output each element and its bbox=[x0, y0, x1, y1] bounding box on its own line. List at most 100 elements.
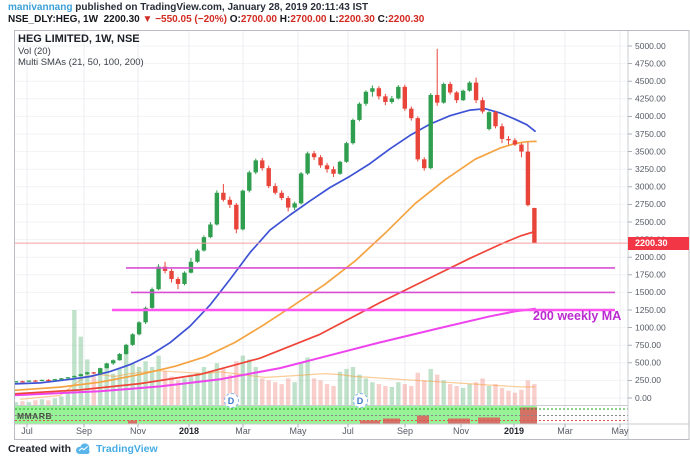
volume-bar bbox=[39, 399, 45, 405]
author-link[interactable]: manivannang bbox=[8, 2, 73, 13]
price-tick-label[interactable]: 5000.00 bbox=[635, 41, 666, 51]
time-tick-label[interactable]: Jul bbox=[342, 426, 354, 436]
legend-volume-study[interactable]: Vol (20) bbox=[18, 45, 51, 57]
time-tick-label[interactable]: Nov bbox=[453, 426, 470, 436]
candle-body bbox=[337, 161, 343, 174]
price-tick-label[interactable]: 0.00 bbox=[635, 393, 652, 403]
candle-body bbox=[305, 153, 310, 174]
candle-body bbox=[383, 96, 388, 102]
legend-sma-study[interactable]: Multi SMAs (21, 50, 100, 200) bbox=[18, 57, 144, 69]
ma-annotation-label[interactable]: 200 weekly MA bbox=[533, 309, 622, 323]
volume-bar bbox=[363, 378, 369, 405]
down-arrow-icon: ▼ bbox=[142, 14, 153, 25]
volume-bar bbox=[221, 368, 226, 405]
candle-body bbox=[447, 84, 453, 93]
price-tick-label[interactable]: 4000.00 bbox=[635, 111, 666, 121]
time-tick-label[interactable]: Sep bbox=[397, 426, 413, 436]
candle-body bbox=[402, 86, 407, 109]
volume-bar bbox=[123, 351, 129, 405]
price-tick-label[interactable]: 250.00 bbox=[635, 375, 661, 385]
candle-body bbox=[389, 98, 395, 102]
time-tick-label[interactable]: 2018 bbox=[179, 426, 199, 436]
candle-body bbox=[26, 380, 32, 382]
candle-body bbox=[285, 198, 291, 208]
price-tick-label[interactable]: 750.00 bbox=[635, 340, 661, 350]
volume-bar bbox=[65, 393, 71, 405]
candle-body bbox=[409, 108, 414, 119]
volume-bar bbox=[188, 374, 194, 405]
symbol-name[interactable]: NSE_DLY:HEG, 1W bbox=[8, 14, 99, 25]
volume-bar bbox=[136, 367, 142, 405]
volume-bar bbox=[454, 386, 459, 405]
time-tick-label[interactable]: Jul bbox=[21, 426, 33, 436]
volume-bar bbox=[292, 382, 297, 405]
dividend-marker-icon[interactable]: D bbox=[352, 393, 368, 408]
candle-body bbox=[324, 165, 330, 170]
high-label: H: bbox=[279, 14, 291, 25]
price-tick-label[interactable]: 3750.00 bbox=[635, 129, 666, 139]
candle-body bbox=[467, 82, 472, 91]
dividend-marker-icon[interactable]: D bbox=[223, 393, 239, 408]
volume-bar bbox=[331, 386, 336, 405]
candle-body bbox=[344, 143, 349, 162]
candle-body bbox=[72, 376, 77, 378]
time-tick-label[interactable]: May bbox=[611, 426, 629, 436]
volume-bar bbox=[104, 367, 109, 405]
candle-body bbox=[221, 192, 226, 200]
time-tick-label[interactable]: Sep bbox=[76, 426, 92, 436]
candle-body bbox=[143, 307, 148, 323]
candle-body bbox=[247, 172, 252, 191]
time-tick-label[interactable]: Mar bbox=[235, 426, 251, 436]
candle-body bbox=[519, 144, 524, 152]
time-tick-label[interactable]: 2019 bbox=[504, 426, 524, 436]
price-tick-label[interactable]: 3000.00 bbox=[635, 182, 666, 192]
candle-body bbox=[480, 100, 485, 112]
legend-symbol-title[interactable]: HEG LIMITED, 1W, NSE bbox=[18, 33, 140, 45]
candle-body bbox=[415, 118, 420, 160]
candle-body bbox=[376, 88, 382, 97]
price-chart-canvas[interactable]: 5000.00 4750.00 4500.00 4250.00 4000.00 3750.… bbox=[14, 30, 690, 440]
candle-body bbox=[253, 160, 258, 173]
candle-body bbox=[104, 363, 109, 369]
volume-bar bbox=[78, 336, 83, 405]
sma50-line bbox=[14, 140, 537, 392]
price-tick-label[interactable]: 2000.00 bbox=[635, 252, 666, 262]
created-with-text: Created with bbox=[8, 443, 72, 455]
candle-body bbox=[486, 112, 492, 130]
price-tick-label[interactable]: 1000.00 bbox=[635, 322, 666, 332]
volume-bar bbox=[14, 402, 19, 405]
tradingview-wordmark[interactable]: TradingView bbox=[96, 443, 158, 455]
volume-bar bbox=[409, 386, 414, 405]
volume-bar bbox=[376, 384, 382, 405]
time-tick-label[interactable]: Nov bbox=[130, 426, 147, 436]
volume-bar bbox=[396, 382, 401, 405]
last-price-tag: 2200.30 bbox=[628, 236, 689, 250]
price-tick-label[interactable]: 4750.00 bbox=[635, 58, 666, 68]
volume-bar bbox=[273, 382, 278, 405]
chart-border bbox=[14, 30, 690, 440]
price-tick-label[interactable]: 2750.00 bbox=[635, 199, 666, 209]
price-tick-label[interactable]: 1500.00 bbox=[635, 287, 666, 297]
price-tick-label[interactable]: 1250.00 bbox=[635, 305, 666, 315]
volume-bar bbox=[214, 363, 220, 405]
candle-body bbox=[234, 204, 239, 230]
price-tick-label[interactable]: 500.00 bbox=[635, 358, 661, 368]
price-tick-label[interactable]: 2500.00 bbox=[635, 217, 666, 227]
time-tick-label[interactable]: May bbox=[289, 426, 307, 436]
price-tick-label[interactable]: 3500.00 bbox=[635, 146, 666, 156]
volume-bar bbox=[460, 387, 466, 405]
volume-bar bbox=[337, 371, 343, 405]
candle-body bbox=[130, 334, 135, 345]
price-tick-label[interactable]: 3250.00 bbox=[635, 164, 666, 174]
candle-body bbox=[175, 279, 181, 284]
price-tick-label[interactable]: 1750.00 bbox=[635, 270, 666, 280]
price-tick-label[interactable]: 4250.00 bbox=[635, 94, 666, 104]
candle-body bbox=[208, 224, 213, 238]
time-tick-label[interactable]: Mar bbox=[557, 426, 573, 436]
volume-bar bbox=[247, 359, 252, 405]
candle-body bbox=[59, 378, 64, 380]
volume-bar bbox=[175, 380, 181, 405]
volume-bar bbox=[20, 401, 25, 405]
candle-body bbox=[499, 126, 505, 139]
price-tick-label[interactable]: 4500.00 bbox=[635, 76, 666, 86]
